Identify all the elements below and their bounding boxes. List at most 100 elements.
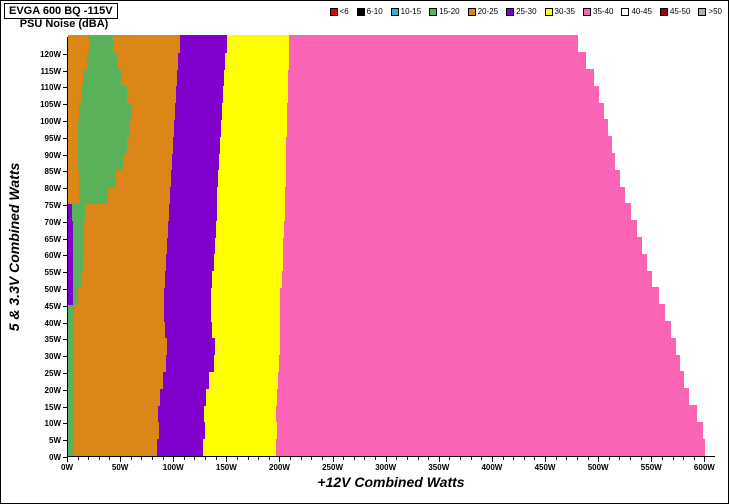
legend-swatch-icon [356, 7, 365, 16]
x-axis-tick [598, 457, 600, 462]
y-axis-tick [63, 104, 67, 106]
noise-band-segment [227, 35, 289, 53]
y-tick-label: 40W [44, 318, 61, 328]
y-axis-tick [63, 121, 67, 122]
legend-item: 30-35 [544, 7, 575, 16]
y-tick-label: 110W [40, 83, 61, 93]
noise-band-segment [77, 119, 130, 137]
noise-band-segment [80, 270, 165, 288]
noise-band-segment [159, 421, 206, 440]
legend-swatch-icon [390, 7, 399, 16]
noise-band-segment [87, 52, 117, 70]
noise-band-segment [84, 203, 169, 221]
y-axis-tick [63, 389, 67, 391]
noise-band-segment [213, 253, 283, 272]
noise-band-segment [277, 388, 690, 406]
noise-band-segment [212, 270, 282, 288]
noise-band-segment [211, 287, 281, 305]
legend-label: 25-30 [516, 7, 537, 16]
noise-band-segment [68, 253, 74, 272]
noise-band-segment [68, 438, 74, 456]
y-tick-label: 80W [44, 184, 61, 194]
noise-band-segment [283, 220, 638, 238]
x-axis-minor-tick [470, 457, 472, 460]
noise-band-segment [72, 203, 85, 221]
y-tick-label: 55W [44, 268, 61, 278]
plot-area [67, 35, 715, 457]
legend-swatch-icon [467, 7, 476, 16]
y-tick-label: 85W [44, 167, 61, 177]
y-tick-label: 90W [44, 150, 61, 160]
noise-band-segment [163, 287, 212, 305]
y-axis-tick [63, 356, 67, 358]
x-tick-label: 400W [481, 463, 503, 472]
noise-band-segment [178, 52, 226, 70]
x-axis-tick [491, 457, 493, 462]
x-axis-minor-tick [587, 457, 589, 460]
legend-swatch-icon [329, 7, 338, 16]
noise-band-segment [127, 136, 174, 154]
noise-band-segment [164, 321, 213, 339]
noise-band-segment [179, 35, 228, 53]
x-axis-title: +12V Combined Watts [317, 474, 465, 490]
noise-band-segment [224, 69, 288, 87]
legend-label: 20-25 [477, 7, 499, 16]
noise-band-segment [276, 438, 706, 456]
legend-label: 35-40 [593, 7, 614, 16]
x-axis-minor-tick [460, 457, 462, 460]
x-axis-tick [651, 457, 653, 462]
noise-band-segment [176, 85, 224, 104]
noise-band-segment [68, 35, 90, 53]
legend-item: 25-30 [506, 7, 537, 16]
y-axis-tick [63, 188, 67, 190]
y-tick-label: 120W [40, 49, 61, 59]
noise-band-segment [206, 388, 278, 406]
noise-band-segment [68, 371, 75, 389]
x-axis-minor-tick [375, 457, 377, 460]
y-axis-tick [63, 255, 67, 257]
noise-band-segment [73, 405, 159, 423]
y-axis-tick [63, 457, 67, 458]
noise-band-segment [203, 405, 277, 423]
x-axis-minor-tick [141, 457, 143, 460]
noise-band-segment [220, 119, 287, 137]
y-axis-tick [63, 238, 67, 240]
x-axis-minor-tick [258, 457, 260, 460]
noise-band-segment [205, 421, 278, 440]
x-axis-minor-tick [205, 457, 207, 460]
noise-band-segment [74, 354, 166, 372]
noise-band-segment [127, 85, 177, 104]
x-axis-minor-tick [343, 457, 345, 460]
x-axis-minor-tick [417, 457, 419, 460]
noise-band-segment [123, 153, 173, 171]
noise-band-segment [287, 85, 600, 104]
noise-band-segment [216, 203, 285, 221]
x-tick-label: 200W [269, 463, 290, 472]
legend-swatch-icon [544, 7, 553, 16]
noise-band-segment [74, 371, 163, 389]
legend-label: >50 [708, 7, 722, 16]
noise-band-segment [160, 388, 207, 406]
y-axis-tick [63, 87, 67, 89]
noise-band-segment [73, 421, 160, 440]
noise-band-segment [279, 354, 680, 372]
legend-item: 10-15 [390, 7, 421, 16]
x-axis-minor-tick [608, 457, 610, 460]
chart-subtitle: PSU Noise (dBA) [19, 18, 109, 30]
x-axis-minor-tick [396, 457, 398, 460]
noise-band-segment [202, 438, 277, 456]
y-tick-label: 105W [40, 100, 61, 110]
noise-band-segment [286, 119, 608, 137]
legend-label: <6 [339, 7, 349, 16]
x-axis-minor-tick [130, 457, 132, 460]
noise-band-segment [108, 186, 170, 204]
x-tick-label: 450W [534, 463, 556, 472]
noise-band-segment [223, 85, 288, 104]
noise-band-segment [68, 270, 74, 288]
y-axis-tick [63, 305, 67, 307]
noise-band-segment [284, 203, 631, 221]
noise-band-segment [278, 371, 685, 389]
noise-band-segment [212, 321, 281, 339]
noise-band-segment [89, 35, 113, 53]
